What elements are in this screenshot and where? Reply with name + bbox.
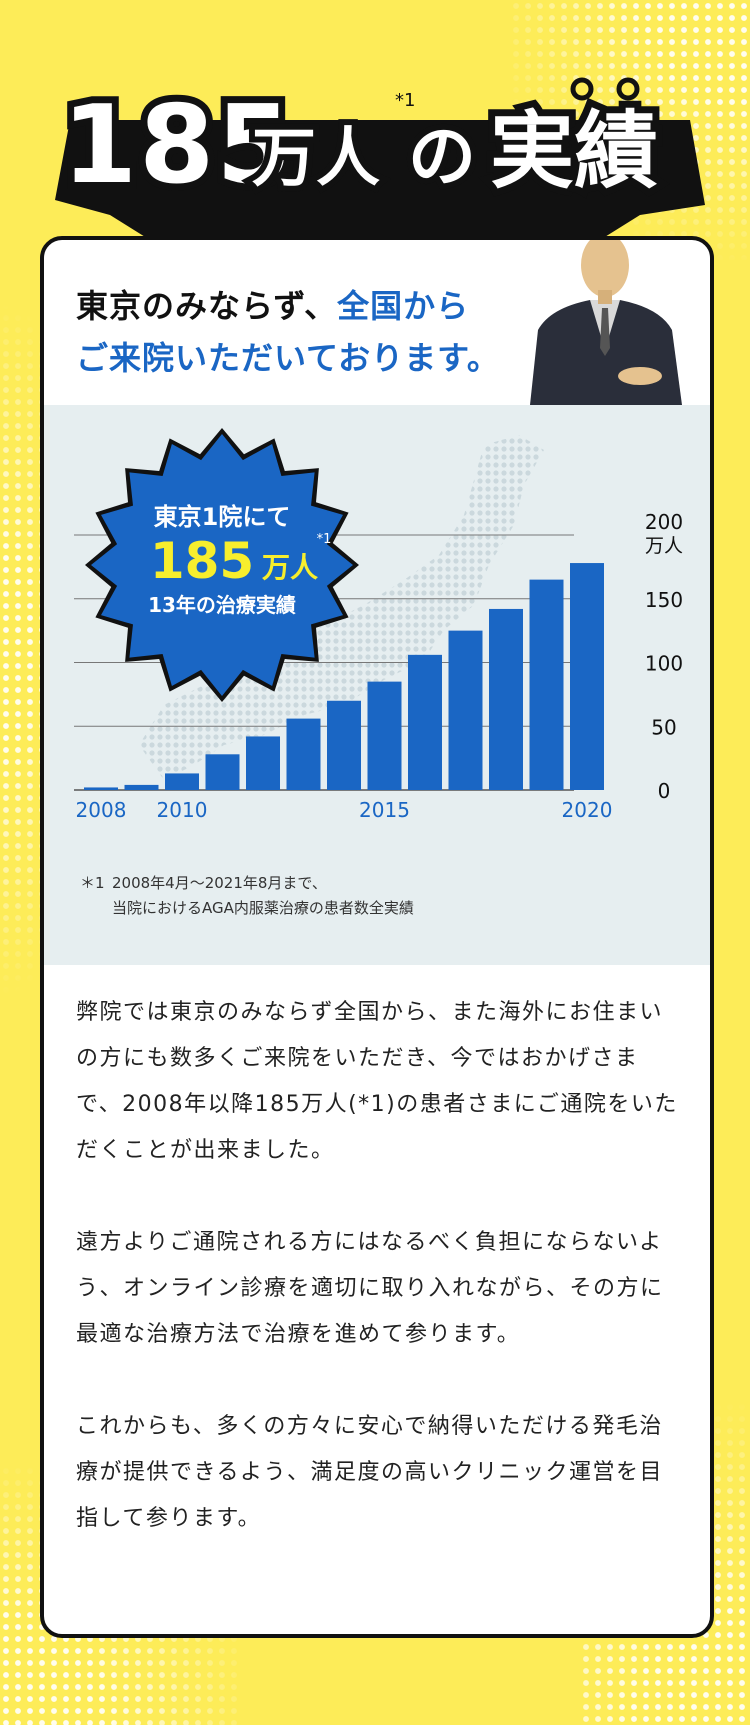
badge-mark: *1 bbox=[317, 532, 332, 547]
x-tick-label: 2008 bbox=[76, 798, 127, 822]
emphasis-dot-1 bbox=[570, 77, 594, 101]
body-paragraph-3: これからも、多くの方々に安心で納得いただける発毛治療が提供できるよう、満足度の高… bbox=[76, 1414, 664, 1531]
x-tick-layer: 2008 2010 2015 2020 bbox=[76, 798, 613, 822]
bar-2008 bbox=[84, 787, 118, 790]
y-tick-label: 100 bbox=[645, 652, 683, 676]
emphasis-dot-2 bbox=[616, 77, 640, 101]
mannequin-in-suit-image bbox=[530, 240, 682, 405]
bar-2020 bbox=[570, 563, 604, 790]
body-paragraph-2: 遠方よりご通院される方にはなるべく負担にならないよう、オンライン診療を適切に取り… bbox=[76, 1230, 664, 1347]
y-axis-unit: 万人 bbox=[645, 535, 683, 557]
bar-2011 bbox=[205, 754, 240, 790]
body-paragraph-1: 弊院では東京のみならず全国から、また海外にお住まいの方にも数多くご来院をいただき… bbox=[76, 1000, 678, 1163]
intro-line-1-blue: 全国から bbox=[337, 287, 470, 325]
mannequin-head-shape bbox=[581, 240, 629, 297]
footnote-mark: ＊1 bbox=[80, 874, 105, 892]
bar-2014 bbox=[327, 700, 361, 790]
badge-unit: 万人 bbox=[262, 551, 318, 584]
intro-line-1-black: 東京のみならず、 bbox=[76, 287, 338, 325]
bar-chart: 2008 2010 2015 2020 0 50 100 150 200 万人 東京1院にて … bbox=[74, 428, 683, 917]
heading-footnote-mark: *1 bbox=[395, 90, 415, 111]
y-tick-label: 150 bbox=[645, 588, 683, 612]
heading-unit: 万人 bbox=[252, 122, 380, 196]
bar-2018 bbox=[489, 608, 523, 790]
mannequin-neck-shape bbox=[598, 290, 612, 304]
tie-shape bbox=[600, 308, 610, 356]
footnote-line-1: 2008年4月～2021年8月まで、 bbox=[112, 874, 327, 892]
starburst-badge: 東京1院にて 185 万人 *1 13年の治療実績 bbox=[85, 428, 359, 702]
x-tick-label: 2010 bbox=[157, 798, 208, 822]
badge-number: 185 bbox=[150, 532, 254, 590]
footnote-line-2: 当院におけるAGA内服薬治療の患者数全実績 bbox=[112, 899, 414, 917]
badge-fill-shape bbox=[91, 434, 353, 696]
japan-map-silhouette bbox=[139, 435, 544, 780]
bar-2019 bbox=[529, 579, 564, 790]
content-card: 東京のみならず、全国から ご来院いただいております。 2008 2010 2015 2… bbox=[40, 236, 714, 1638]
bar-2012 bbox=[246, 736, 280, 790]
heading-word: 実績 bbox=[490, 102, 658, 200]
mannequin-hand-shape bbox=[618, 367, 662, 385]
x-tick-label: 2015 bbox=[359, 798, 410, 822]
bar-2017 bbox=[448, 630, 483, 790]
heading-shadow-shape bbox=[55, 120, 705, 240]
body-text: 弊院では東京のみならず全国から、また海外にお住まいの方にも数多くご来院をいただき… bbox=[76, 990, 678, 1588]
chart-panel: 2008 2010 2015 2020 0 50 100 150 200 万人 東京1院にて … bbox=[44, 405, 710, 965]
y-tick-label: 50 bbox=[651, 715, 676, 739]
badge-line-1: 東京1院にて bbox=[154, 503, 291, 531]
y-tick-label: 200 bbox=[645, 510, 683, 534]
page-heading: 185 万人 *1 の 実績 bbox=[0, 0, 750, 260]
x-tick-label: 2020 bbox=[562, 798, 613, 822]
bars-layer bbox=[84, 563, 604, 790]
bar-2013 bbox=[286, 718, 321, 790]
bar-2009 bbox=[124, 784, 159, 790]
intro-line-1: 東京のみならず、全国から bbox=[76, 280, 536, 332]
heading-particle: の bbox=[408, 118, 476, 197]
y-tick-layer: 0 50 100 150 200 bbox=[645, 510, 683, 803]
badge-line-3: 13年の治療実績 bbox=[148, 593, 296, 617]
intro-line-2: ご来院いただいております。 bbox=[76, 339, 500, 377]
heading-graphic: 185 万人 *1 の 実績 bbox=[55, 76, 705, 240]
bar-2010 bbox=[165, 773, 199, 790]
intro-heading: 東京のみならず、全国から ご来院いただいております。 bbox=[76, 280, 536, 384]
heading-number: 185 bbox=[62, 83, 293, 208]
bar-2016 bbox=[408, 654, 442, 790]
bar-2015 bbox=[367, 681, 402, 790]
y-tick-label: 0 bbox=[658, 779, 671, 803]
